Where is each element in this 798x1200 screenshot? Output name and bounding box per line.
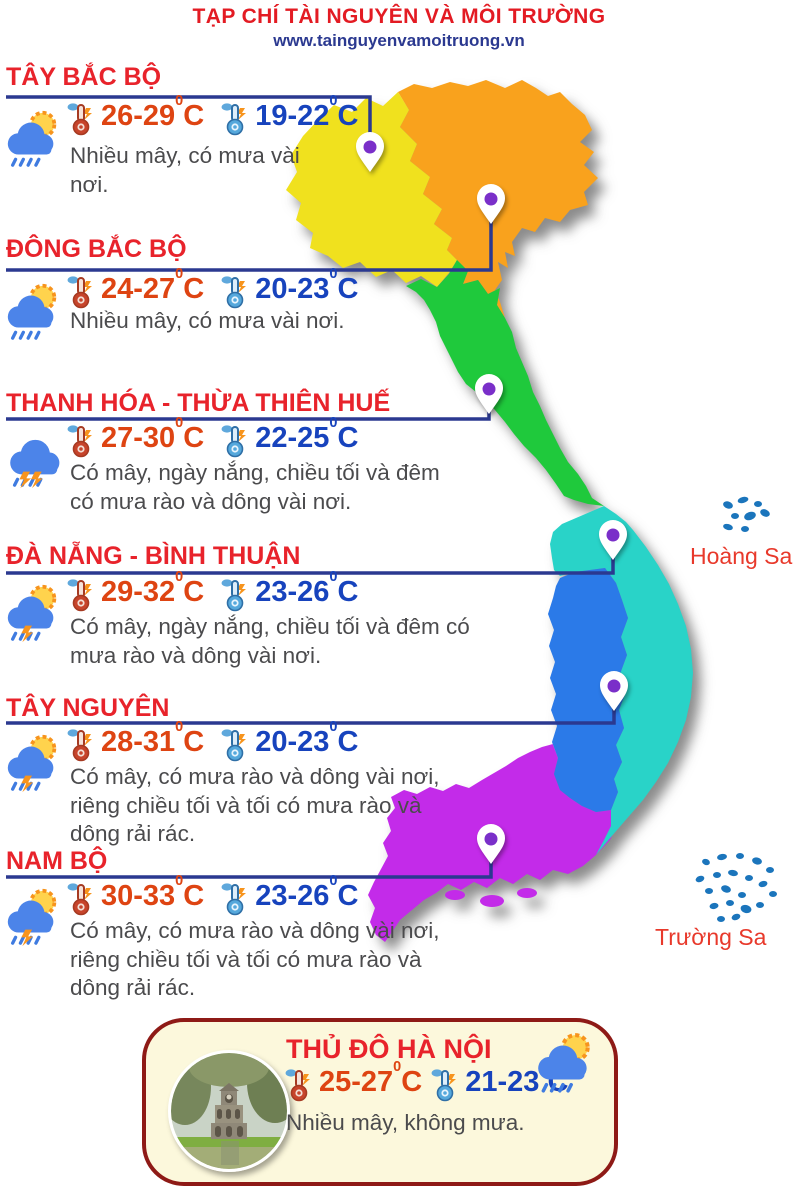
day-temperature: 30-330C bbox=[101, 873, 205, 912]
region-description: Nhiều mây, có mưa vài nơi. bbox=[70, 308, 345, 333]
map-delta-island bbox=[480, 895, 504, 907]
map-region-tay-nguyen bbox=[548, 568, 628, 812]
turtle-tower-photo bbox=[168, 1050, 290, 1172]
night-temperature: 23-260C bbox=[255, 569, 359, 608]
capital-title: THỦ ĐÔ HÀ NỘI bbox=[286, 1034, 492, 1064]
region-heading-da-nang-binh-thuan: ĐÀ NẴNG - BÌNH THUẬN bbox=[6, 542, 301, 570]
day-thermometer-icon bbox=[66, 275, 96, 311]
region-temps: 28-310C 20-230C bbox=[66, 719, 359, 764]
region-description: Có mây, có mưa rào và dông vài nơi, riên… bbox=[70, 918, 440, 1001]
night-thermometer-icon bbox=[220, 275, 250, 311]
day-temperature: 29-320C bbox=[101, 569, 205, 608]
header: TẠP CHÍ TÀI NGUYÊN VÀ MÔI TRƯỜNG www.tai… bbox=[0, 5, 798, 51]
region-temps: 29-320C 23-260C bbox=[66, 569, 359, 614]
capital-description: Nhiều mây, không mưa. bbox=[286, 1110, 525, 1135]
weather-icon-sun-cloud-rain bbox=[2, 108, 64, 170]
weather-icon-sun-cloud-rain-lightning bbox=[2, 886, 64, 948]
day-temperature: 24-270C bbox=[101, 266, 205, 305]
region-temps: 27-300C 22-250C bbox=[66, 415, 359, 460]
night-thermometer-icon bbox=[220, 102, 250, 138]
region-heading-tay-nguyen: TÂY NGUYÊN bbox=[6, 694, 170, 722]
day-thermometer-icon bbox=[284, 1068, 314, 1104]
region-description: Có mây, ngày nắng, chiều tối và đêm có m… bbox=[70, 614, 470, 668]
connector-dong-bac-bo bbox=[6, 212, 493, 272]
night-thermometer-icon bbox=[220, 728, 250, 764]
label-truong-sa: Trường Sa bbox=[655, 924, 767, 950]
capital-card: THỦ ĐÔ HÀ NỘI 25-270C 21-230C Nhiều mây,… bbox=[142, 1018, 618, 1186]
day-temperature: 26-290C bbox=[101, 93, 205, 132]
night-temperature: 19-220C bbox=[255, 93, 359, 132]
region-heading-nam-bo: NAM BỘ bbox=[6, 847, 108, 875]
night-thermometer-icon bbox=[220, 578, 250, 614]
night-temperature: 20-230C bbox=[255, 719, 359, 758]
islands-hoang-sa bbox=[723, 496, 770, 532]
weather-icon-sun-cloud-rain bbox=[2, 281, 64, 343]
weather-icon-cloud-rain-lightning bbox=[2, 428, 64, 490]
weather-icon-sun-cloud-rain-lightning bbox=[2, 582, 64, 644]
night-temperature: 22-250C bbox=[255, 415, 359, 454]
region-heading-tay-bac-bo: TÂY BẮC BỘ bbox=[6, 63, 162, 91]
region-description: Có mây, có mưa rào và dông vài nơi, riên… bbox=[70, 764, 440, 847]
day-thermometer-icon bbox=[66, 728, 96, 764]
day-temperature: 28-310C bbox=[101, 719, 205, 758]
night-temperature: 23-260C bbox=[255, 873, 359, 912]
islands-truong-sa bbox=[695, 853, 777, 922]
day-thermometer-icon bbox=[66, 424, 96, 460]
capital-temps: 25-270C 21-230C bbox=[284, 1059, 568, 1104]
day-temperature: 27-300C bbox=[101, 415, 205, 454]
label-hoang-sa: Hoàng Sa bbox=[690, 543, 793, 569]
map-region-da-nang-binh-thuan bbox=[550, 506, 693, 855]
pin-thanh-hoa-hue bbox=[475, 374, 503, 414]
night-thermometer-icon bbox=[430, 1068, 460, 1104]
region-temps: 30-330C 23-260C bbox=[66, 873, 359, 918]
weather-icon-sun-cloud-rain-lightning bbox=[2, 732, 64, 794]
region-description: Có mây, ngày nắng, chiều tối và đêm có m… bbox=[70, 460, 440, 514]
map-delta-island bbox=[445, 890, 465, 900]
day-temperature: 25-270C bbox=[319, 1059, 423, 1098]
map-region-thanh-hoa-hue bbox=[406, 260, 604, 506]
day-thermometer-icon bbox=[66, 102, 96, 138]
pin-dong-bac-bo bbox=[477, 184, 505, 224]
night-temperature: 20-230C bbox=[255, 266, 359, 305]
region-heading-thanh-hoa-hue: THANH HÓA - THỪA THIÊN HUẾ bbox=[6, 389, 391, 417]
pin-nam-bo bbox=[477, 824, 505, 864]
night-thermometer-icon bbox=[220, 424, 250, 460]
magazine-title: TẠP CHÍ TÀI NGUYÊN VÀ MÔI TRƯỜNG bbox=[192, 5, 606, 28]
map-delta-island bbox=[517, 888, 537, 898]
weather-icon-sun-cloud-rain bbox=[532, 1030, 598, 1096]
pin-tay-nguyen bbox=[600, 671, 628, 711]
day-thermometer-icon bbox=[66, 882, 96, 918]
region-temps: 24-270C 20-230C bbox=[66, 266, 359, 311]
map-region-tay-bac-bo bbox=[286, 92, 457, 287]
night-thermometer-icon bbox=[220, 882, 250, 918]
region-heading-dong-bac-bo: ĐÔNG BẮC BỘ bbox=[6, 235, 187, 263]
region-description: Nhiều mây, có mưa vài nơi. bbox=[70, 143, 300, 197]
region-temps: 26-290C 19-220C bbox=[66, 93, 359, 138]
pin-da-nang-binh-thuan bbox=[599, 520, 627, 560]
day-thermometer-icon bbox=[66, 578, 96, 614]
pin-tay-bac-bo bbox=[356, 132, 384, 172]
magazine-website: www.tainguyenvamoitruong.vn bbox=[273, 31, 525, 50]
